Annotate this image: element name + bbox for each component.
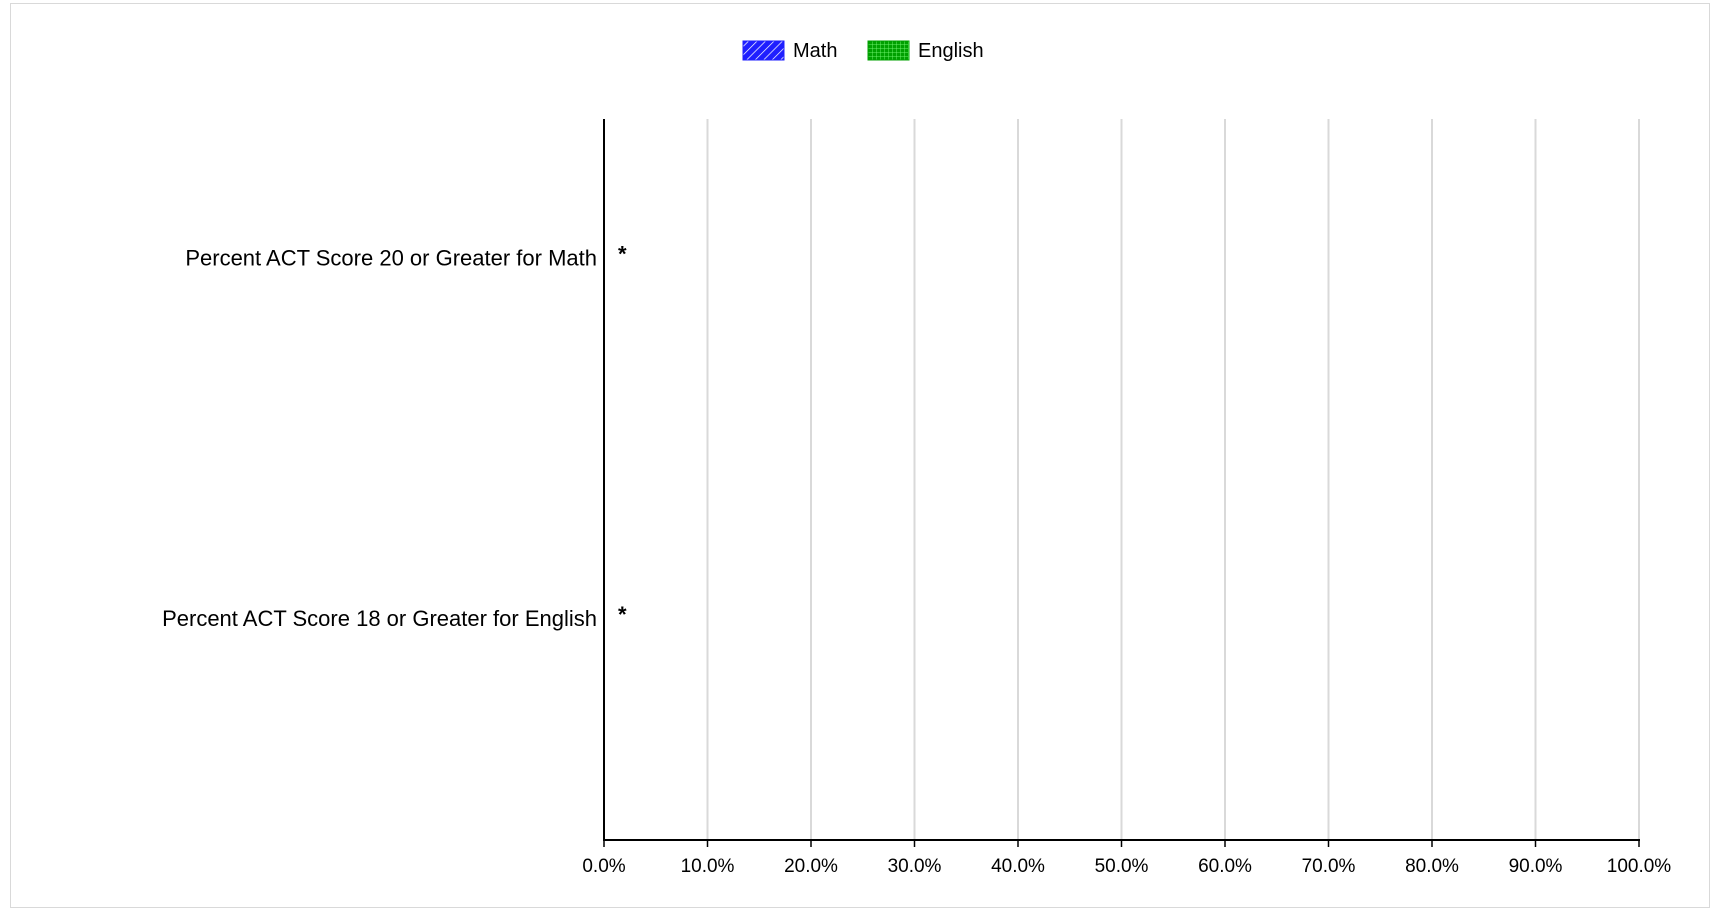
x-tick-label: 80.0% (1405, 856, 1459, 877)
value-label: * (618, 241, 627, 266)
y-axis-labels: Percent ACT Score 20 or Greater for Math… (162, 245, 597, 631)
x-tick-label: 60.0% (1198, 856, 1252, 877)
y-category-label: Percent ACT Score 20 or Greater for Math (185, 245, 597, 270)
x-tick-label: 0.0% (582, 856, 625, 877)
legend-label-math: Math (793, 40, 837, 62)
value-labels: ** (618, 241, 627, 627)
x-tick-label: 40.0% (991, 856, 1045, 877)
x-tick-label: 30.0% (888, 856, 942, 877)
x-tick-label: 70.0% (1302, 856, 1356, 877)
x-tick-label: 10.0% (681, 856, 735, 877)
gridlines (706, 119, 1640, 840)
x-tick-label: 100.0% (1607, 856, 1672, 877)
legend: Math English (742, 40, 984, 62)
y-category-label: Percent ACT Score 18 or Greater for Engl… (162, 606, 597, 631)
value-label: * (618, 602, 627, 627)
chart-frame (10, 3, 1710, 908)
x-tick-label: 50.0% (1095, 856, 1149, 877)
x-tick-label: 90.0% (1509, 856, 1563, 877)
legend-label-english: English (918, 40, 984, 62)
x-axis-ticks: 0.0% 10.0% 20.0% 30.0% 40.0% 50.0% 60.0% 70.0% 8… (582, 840, 1671, 877)
legend-swatch-english (867, 40, 910, 61)
x-tick-label: 20.0% (784, 856, 838, 877)
legend-swatch-math (742, 40, 785, 61)
